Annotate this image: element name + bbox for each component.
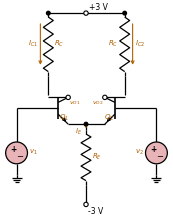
Text: $v_1$: $v_1$ <box>29 148 38 158</box>
Text: $v_{O2}$: $v_{O2}$ <box>92 99 104 107</box>
Text: $I_E$: $I_E$ <box>75 127 82 137</box>
Text: $v_{O1}$: $v_{O1}$ <box>69 99 81 107</box>
Text: $R_C$: $R_C$ <box>108 39 119 49</box>
Text: $R_E$: $R_E$ <box>92 152 102 162</box>
Text: +: + <box>150 145 157 154</box>
Text: −: − <box>156 152 163 161</box>
Text: +3 V: +3 V <box>89 3 108 12</box>
Circle shape <box>47 11 50 15</box>
Text: $v_2$: $v_2$ <box>135 148 144 158</box>
Text: $Q_2$: $Q_2$ <box>104 113 114 123</box>
Circle shape <box>66 95 70 100</box>
Text: $Q_1$: $Q_1$ <box>59 113 69 123</box>
Circle shape <box>145 142 167 164</box>
Text: +: + <box>10 145 17 154</box>
Text: -3 V: -3 V <box>88 207 103 216</box>
Circle shape <box>84 122 88 126</box>
Circle shape <box>84 202 88 207</box>
Text: −: − <box>16 152 23 161</box>
Circle shape <box>123 11 126 15</box>
Circle shape <box>84 11 88 15</box>
Text: $I_{C1}$: $I_{C1}$ <box>28 39 38 49</box>
Text: $I_{C2}$: $I_{C2}$ <box>135 39 145 49</box>
Text: $R_C$: $R_C$ <box>54 39 65 49</box>
Circle shape <box>6 142 28 164</box>
Circle shape <box>103 95 107 100</box>
